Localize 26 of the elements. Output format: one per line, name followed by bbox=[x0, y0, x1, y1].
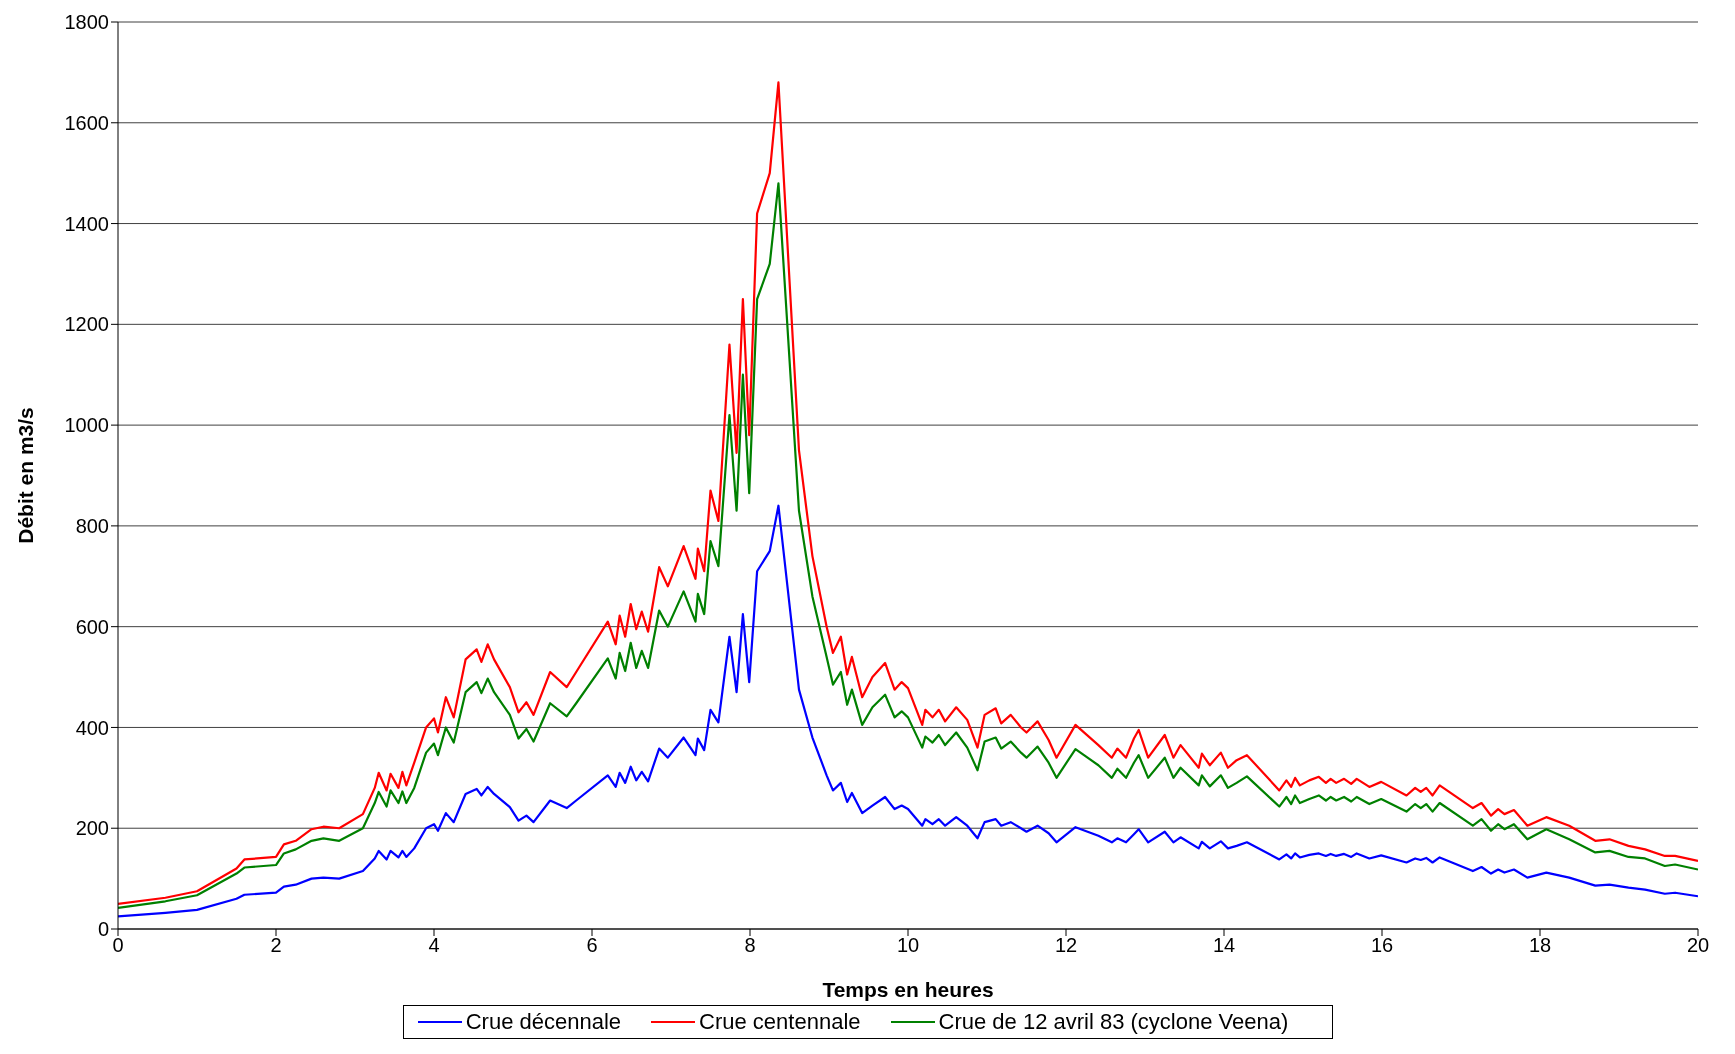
y-tick-label: 0 bbox=[97, 918, 109, 941]
x-tick-label: 0 bbox=[112, 934, 124, 957]
x-tick-label: 20 bbox=[1686, 934, 1710, 957]
y-tick-label: 1200 bbox=[64, 313, 109, 336]
x-tick-label: 10 bbox=[896, 934, 920, 957]
y-tick-label: 800 bbox=[75, 514, 109, 537]
x-tick-label: 2 bbox=[270, 934, 282, 957]
legend-label: Crue centennale bbox=[699, 1009, 861, 1035]
y-tick-label: 1400 bbox=[64, 212, 109, 235]
y-tick-label: 200 bbox=[75, 817, 109, 840]
y-tick-label: 1800 bbox=[64, 11, 109, 34]
x-tick-label: 16 bbox=[1370, 934, 1394, 957]
x-tick-label: 4 bbox=[428, 934, 440, 957]
x-axis-title: Temps en heures bbox=[822, 978, 994, 1001]
legend-label: Crue décennale bbox=[465, 1009, 622, 1035]
y-tick-label: 1600 bbox=[64, 111, 109, 134]
x-tick-label: 8 bbox=[744, 934, 756, 957]
x-tick-label: 6 bbox=[586, 934, 598, 957]
y-tick-label: 1000 bbox=[64, 414, 109, 437]
x-tick-label: 12 bbox=[1054, 934, 1078, 957]
y-tick-label: 400 bbox=[75, 716, 109, 739]
y-tick-label: 600 bbox=[75, 615, 109, 638]
x-tick-label: 18 bbox=[1528, 934, 1552, 957]
legend-label: Crue de 12 avril 83 (cyclone Veena) bbox=[938, 1009, 1289, 1035]
y-axis-title: Débit en m3/s bbox=[14, 407, 38, 544]
x-tick-label: 14 bbox=[1212, 934, 1236, 957]
